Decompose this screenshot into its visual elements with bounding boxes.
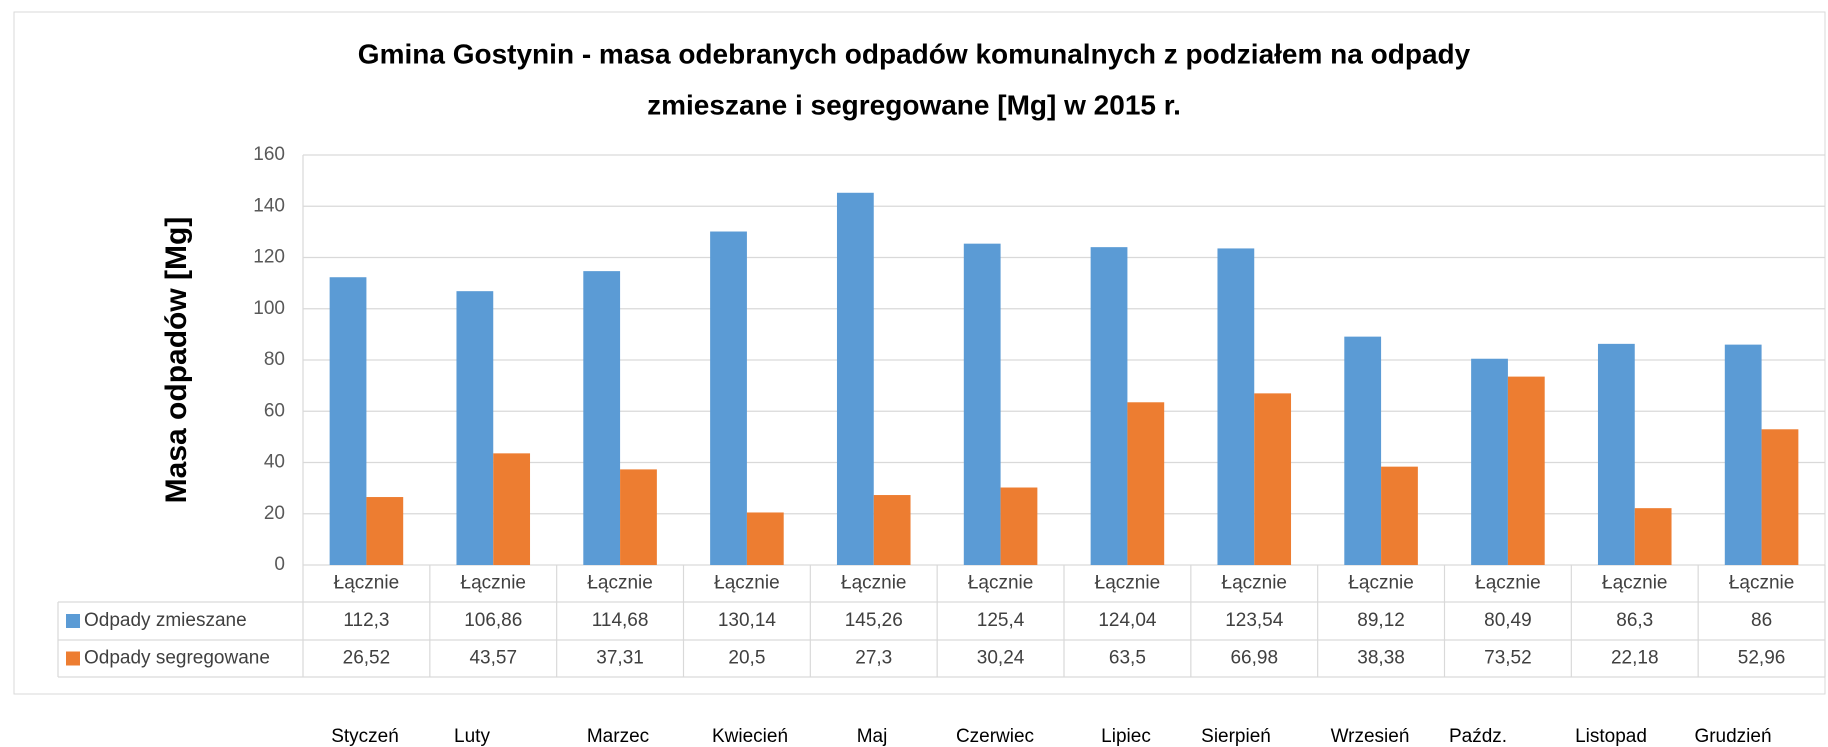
y-axis-title: Masa odpadów [Mg] [160,217,193,504]
chart-border [13,11,1826,695]
x-tick-label: Łącznie [461,573,527,594]
y-tick-label: 140 [253,195,285,216]
table-cell: 66,98 [1230,648,1278,669]
bar [963,243,1001,565]
x-tick-label: Łącznie [587,573,653,594]
bar [1634,508,1672,565]
month-label: Paźdz. [1449,726,1507,747]
table-cell: 86,3 [1616,610,1653,631]
bar [1217,248,1255,565]
table-cell: 37,31 [596,648,644,669]
x-tick-label: Łącznie [1348,573,1414,594]
x-tick-label: Łącznie [841,573,907,594]
x-tick-label: Łącznie [1602,573,1668,594]
legend-label: Odpady segregowane [84,648,270,669]
table-cell: 22,18 [1611,648,1659,669]
bar [366,497,404,565]
x-tick-label: Łącznie [714,573,780,594]
table-cell: 20,5 [728,648,765,669]
bar [1127,402,1165,565]
y-tick-label: 120 [253,247,285,268]
table-cell: 123,54 [1225,610,1284,631]
table-cell: 38,38 [1357,648,1405,669]
bar [1761,429,1799,565]
month-label: Marzec [587,726,649,747]
month-label: Grudzień [1694,726,1771,747]
month-label: Luty [454,726,490,747]
bar [583,271,621,565]
month-label: Lipiec [1101,726,1151,747]
bar [1471,358,1508,565]
bar [329,277,367,565]
bar [1381,466,1418,565]
y-tick-label: 40 [264,452,285,473]
table-cell: 124,04 [1098,610,1157,631]
bar [620,469,657,565]
bar [710,231,747,566]
chart-title: Gmina Gostynin - masa odebranych odpadów… [358,38,1471,69]
table-cell: 86 [1751,610,1772,631]
y-tick-label: 20 [264,503,285,524]
bar [1507,376,1545,565]
table-cell: 125,4 [977,610,1025,631]
x-tick-label: Łącznie [334,573,400,594]
month-label: Czerwiec [956,726,1034,747]
legend-key [66,651,80,666]
bar [1090,247,1128,565]
table-cell: 80,49 [1484,610,1532,631]
x-tick-label: Łącznie [968,573,1034,594]
table-cell: 26,52 [343,648,391,669]
table-cell: 30,24 [977,648,1025,669]
table-cell: 130,14 [718,610,777,631]
legend-label: Odpady zmieszane [84,610,247,631]
table-cell: 73,52 [1484,648,1532,669]
x-tick-label: Łącznie [1095,573,1161,594]
y-tick-label: 80 [264,349,285,370]
month-label: Maj [857,726,888,747]
bar [1597,343,1635,565]
bar [836,192,874,566]
bar [1724,344,1762,565]
x-tick-label: Łącznie [1475,573,1541,594]
bar [1254,393,1292,565]
bar [1344,336,1382,565]
y-tick-label: 60 [264,400,285,421]
chart-title: zmieszane i segregowane [Mg] w 2015 r. [647,89,1181,120]
bar [746,512,784,565]
bar [456,291,494,565]
month-label: Wrzesień [1331,726,1410,747]
y-tick-label: 160 [253,144,285,165]
x-tick-label: Łącznie [1222,573,1288,594]
month-label: Styczeń [331,726,399,747]
table-cell: 112,3 [343,610,389,631]
table-cell: 114,68 [592,610,649,631]
month-label: Kwiecień [712,726,788,747]
bar [493,453,531,565]
month-label: Listopad [1575,726,1647,747]
table-cell: 106,86 [464,610,522,631]
table-cell: 63,5 [1109,648,1146,669]
bar [873,495,911,565]
month-label: Sierpień [1201,726,1271,747]
bar [1000,487,1038,565]
legend-key [66,614,80,628]
table-cell: 43,57 [469,648,517,669]
table-cell: 145,26 [845,610,903,631]
x-tick-label: Łącznie [1729,573,1795,594]
table-cell: 89,12 [1357,610,1405,631]
y-tick-label: 100 [253,298,285,319]
y-tick-label: 0 [274,554,285,575]
table-cell: 27,3 [855,648,892,669]
table-cell: 52,96 [1738,648,1786,669]
